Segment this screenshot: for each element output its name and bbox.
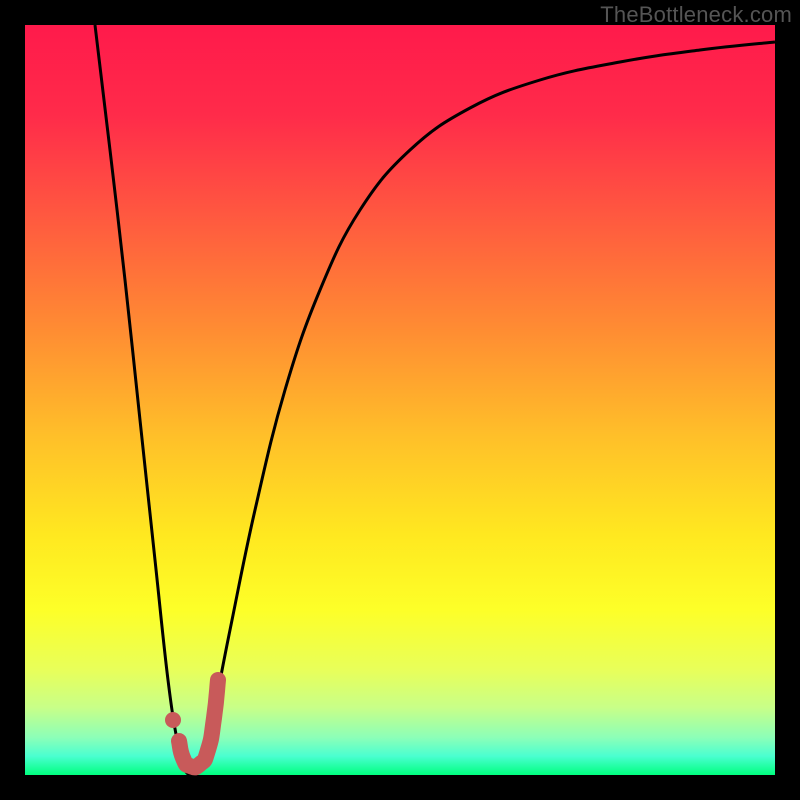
chart-container: TheBottleneck.com — [0, 0, 800, 800]
bottleneck-chart — [0, 0, 800, 800]
optimal-marker-dot — [165, 712, 181, 728]
watermark-text: TheBottleneck.com — [600, 2, 792, 28]
